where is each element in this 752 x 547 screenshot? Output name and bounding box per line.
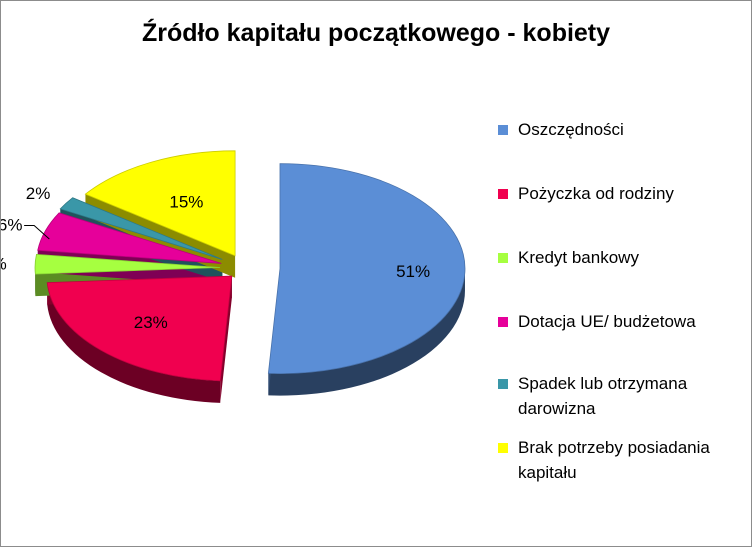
pie-slice [84, 150, 236, 257]
legend-swatch [498, 125, 508, 135]
legend-swatch [498, 189, 508, 199]
pie-slice-rim [268, 268, 465, 396]
pie-slice [59, 197, 223, 260]
legend-label: Oszczędności [518, 120, 624, 139]
legend-label: Brak potrzeby posiadania kapitału [518, 438, 710, 482]
pie-slice [267, 163, 466, 375]
legend-swatch [498, 379, 508, 389]
pie-slice-rim [47, 282, 221, 403]
data-label: 23% [134, 313, 168, 332]
chart-title: Źródło kapitału początkowego - kobiety [141, 19, 611, 47]
pie-slice [37, 212, 222, 264]
legend-label: Spadek lub otrzymana darowizna [518, 374, 688, 418]
leader-line [24, 224, 50, 240]
legend-swatch [498, 317, 508, 327]
legend-label: Pożyczka od rodziny [518, 184, 674, 203]
pie-slice [46, 275, 233, 382]
pie-slice [34, 253, 221, 275]
legend-swatch [498, 443, 508, 453]
data-label: 2% [26, 184, 51, 203]
data-label: 51% [396, 262, 430, 281]
pie-slice-cut [220, 276, 232, 403]
data-label-layer: 51% 23% 3% 6%2% 15% [1, 184, 430, 332]
data-label: 15% [169, 193, 203, 212]
pie-layer [34, 150, 466, 403]
legend-label: Kredyt bankowy [518, 248, 639, 267]
data-label: 3% [1, 255, 7, 274]
legend-swatch [498, 253, 508, 263]
data-label: 6% [1, 215, 22, 234]
legend-label: Dotacja UE/ budżetowa [518, 312, 696, 331]
